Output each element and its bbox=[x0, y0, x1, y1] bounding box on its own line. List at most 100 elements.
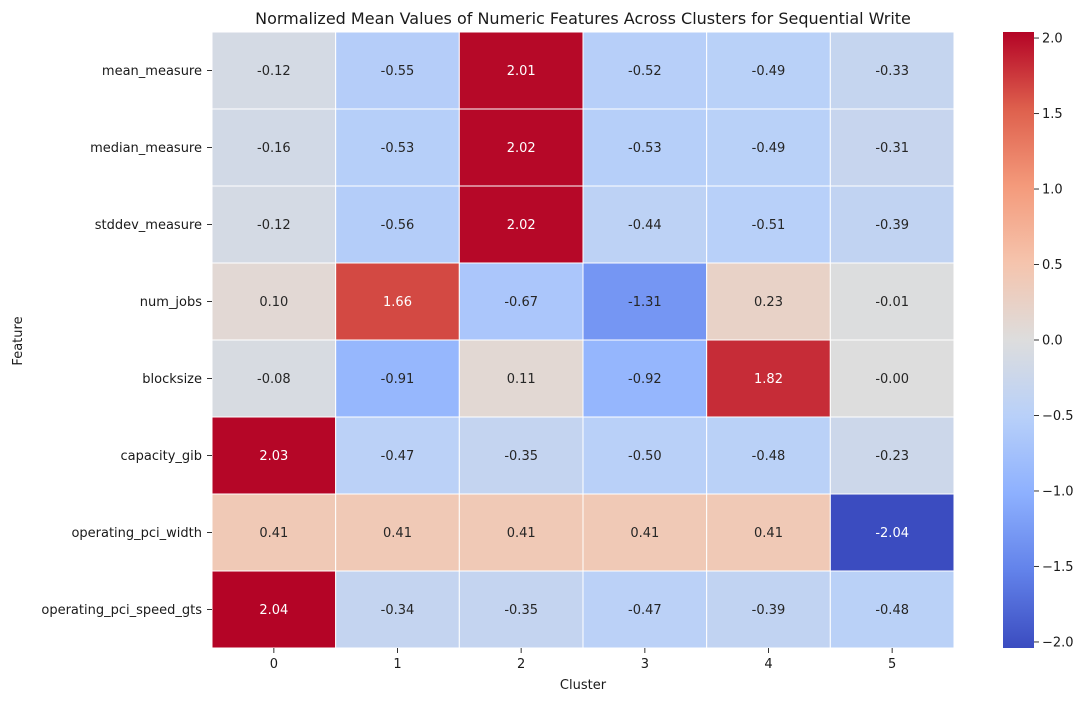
cell-value-label: -0.47 bbox=[628, 603, 662, 618]
heatmap-cell bbox=[582, 339, 708, 418]
cell-value-label: 2.03 bbox=[259, 449, 288, 464]
y-tick-label: capacity_gib bbox=[121, 449, 203, 464]
cell-value-label: -0.34 bbox=[381, 603, 415, 618]
heatmap-cell bbox=[706, 339, 831, 418]
cell-value-label: -0.51 bbox=[752, 218, 786, 233]
x-tick-label: 4 bbox=[764, 657, 772, 672]
cell-annotations: -0.12 -0.55 2.01 -0.52 -0.49 -0.33 -0.16 -0.53 2… bbox=[257, 64, 909, 618]
cell-value-label: -0.92 bbox=[628, 372, 662, 387]
heatmap-cell bbox=[458, 339, 584, 418]
heatmap-cell bbox=[211, 493, 337, 572]
cell-value-label: 1.82 bbox=[754, 372, 783, 387]
x-axis-label: Cluster bbox=[560, 678, 607, 693]
heatmap-cell bbox=[335, 185, 460, 264]
cell-value-label: -0.12 bbox=[257, 218, 291, 233]
colorbar-tick-label: −2.0 bbox=[1042, 635, 1074, 650]
cell-value-label: -0.91 bbox=[381, 372, 415, 387]
heatmap-cell bbox=[829, 416, 955, 495]
colorbar-tick-label: −1.0 bbox=[1042, 484, 1074, 499]
y-tick-label: num_jobs bbox=[140, 295, 202, 310]
heatmap-cell bbox=[706, 570, 831, 649]
cell-value-label: -0.01 bbox=[875, 295, 909, 310]
heatmap-cell bbox=[458, 493, 584, 572]
cell-value-label: -0.67 bbox=[504, 295, 538, 310]
cell-value-label: -0.33 bbox=[875, 64, 909, 79]
colorbar-tick-label: −1.5 bbox=[1042, 560, 1074, 575]
cell-value-label: 0.41 bbox=[507, 526, 536, 541]
cell-value-label: -0.31 bbox=[875, 141, 909, 156]
heatmap-cell bbox=[829, 185, 955, 264]
colorbar-tick-label: 1.0 bbox=[1042, 183, 1063, 198]
heatmap-cell bbox=[829, 262, 955, 341]
cell-value-label: 0.23 bbox=[754, 295, 783, 310]
heatmap-cell bbox=[706, 416, 831, 495]
cell-value-label: -0.39 bbox=[752, 603, 786, 618]
cell-value-label: -0.50 bbox=[628, 449, 662, 464]
heatmap-cell bbox=[582, 108, 708, 187]
cell-value-label: 1.66 bbox=[383, 295, 412, 310]
heatmap-cell bbox=[458, 262, 584, 341]
colorbar-tick-label: 1.5 bbox=[1042, 107, 1063, 122]
x-tick-label: 2 bbox=[517, 657, 525, 672]
heatmap-cells bbox=[211, 31, 955, 649]
x-tick-label: 0 bbox=[270, 657, 278, 672]
cell-value-label: -0.08 bbox=[257, 372, 291, 387]
cell-value-label: -1.31 bbox=[628, 295, 662, 310]
heatmap-cell bbox=[829, 108, 955, 187]
heatmap-cell bbox=[211, 339, 337, 418]
x-tick-label: 5 bbox=[888, 657, 896, 672]
heatmap-cell bbox=[458, 185, 584, 264]
heatmap-cell bbox=[582, 570, 708, 649]
heatmap-cell bbox=[211, 31, 337, 110]
chart-title: Normalized Mean Values of Numeric Featur… bbox=[255, 9, 911, 28]
y-tick-label: operating_pci_speed_gts bbox=[41, 603, 202, 618]
cell-value-label: 0.41 bbox=[259, 526, 288, 541]
cell-value-label: 0.41 bbox=[754, 526, 783, 541]
cell-value-label: 0.41 bbox=[630, 526, 659, 541]
heatmap-cell bbox=[335, 108, 460, 187]
cell-value-label: -0.55 bbox=[381, 64, 415, 79]
colorbar-tick-label: 0.5 bbox=[1042, 258, 1063, 273]
y-tick-label: blocksize bbox=[142, 372, 202, 387]
cell-value-label: -0.56 bbox=[381, 218, 415, 233]
cell-value-label: -0.53 bbox=[381, 141, 415, 156]
cell-value-label: -0.49 bbox=[752, 141, 786, 156]
cell-value-label: -0.35 bbox=[504, 449, 538, 464]
cell-value-label: 0.41 bbox=[383, 526, 412, 541]
cell-value-label: -0.35 bbox=[504, 603, 538, 618]
cell-value-label: -0.47 bbox=[381, 449, 415, 464]
heatmap-cell bbox=[706, 31, 831, 110]
heatmap-cell bbox=[582, 262, 708, 341]
heatmap-cell bbox=[829, 493, 955, 572]
cell-value-label: 2.02 bbox=[507, 141, 536, 156]
cell-value-label: -0.44 bbox=[628, 218, 662, 233]
cell-value-label: 2.02 bbox=[507, 218, 536, 233]
heatmap-cell bbox=[211, 416, 337, 495]
cell-value-label: 2.04 bbox=[259, 603, 288, 618]
cell-value-label: 0.10 bbox=[259, 295, 288, 310]
y-tick-label: stddev_measure bbox=[95, 218, 202, 233]
heatmap-cell bbox=[706, 185, 831, 264]
heatmap-cell bbox=[582, 493, 708, 572]
heatmap-cell bbox=[335, 493, 460, 572]
heatmap-cell bbox=[829, 31, 955, 110]
cell-value-label: 2.01 bbox=[507, 64, 536, 79]
colorbar-tick-label: 2.0 bbox=[1042, 32, 1063, 47]
y-tick-labels: mean_measure median_measure stddev_measure… bbox=[41, 64, 212, 618]
x-tick-label: 3 bbox=[641, 657, 649, 672]
y-tick-label: mean_measure bbox=[102, 64, 202, 79]
heatmap-cell bbox=[211, 570, 337, 649]
cell-value-label: -0.53 bbox=[628, 141, 662, 156]
cell-value-label: -0.23 bbox=[875, 449, 909, 464]
heatmap-cell bbox=[582, 185, 708, 264]
cell-value-label: -0.48 bbox=[875, 603, 909, 618]
cell-value-label: 0.11 bbox=[507, 372, 536, 387]
heatmap-cell bbox=[706, 262, 831, 341]
y-tick-label: operating_pci_width bbox=[71, 526, 202, 541]
cell-value-label: -0.52 bbox=[628, 64, 662, 79]
x-tick-labels: 0 1 2 3 4 5 bbox=[270, 648, 896, 672]
colorbar-gradient bbox=[1003, 32, 1034, 648]
cell-value-label: -2.04 bbox=[875, 526, 909, 541]
heatmap-cell bbox=[829, 339, 955, 418]
colorbar-tick-label: −0.5 bbox=[1042, 409, 1074, 424]
